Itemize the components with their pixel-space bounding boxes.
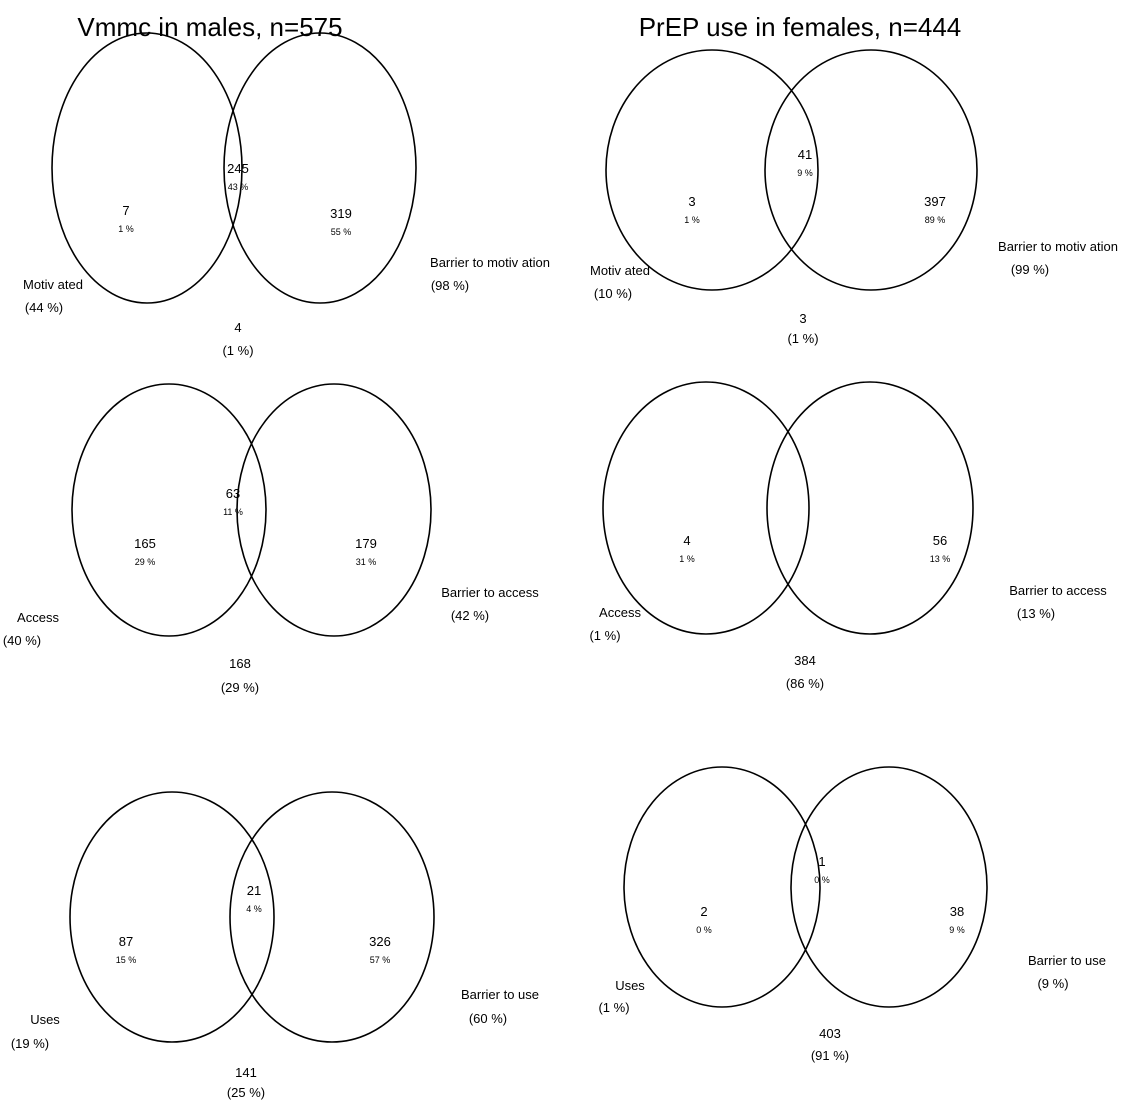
outside-count: 3 xyxy=(799,311,806,326)
right-set-percent: (60 %) xyxy=(469,1011,507,1026)
venn-circle-left xyxy=(602,381,810,635)
outside-count: 4 xyxy=(234,320,241,335)
right-set-percent: (13 %) xyxy=(1017,606,1055,621)
left-only-count: 2 xyxy=(700,904,707,919)
venn-circle-left xyxy=(69,791,275,1043)
venn-diagram-1-2: 2 0 % 1 0 % 38 9 % Uses (1 %) Barrier to use (9 %… xyxy=(598,766,1106,1063)
outside-count: 403 xyxy=(819,1026,841,1041)
left-only-percent: 0 % xyxy=(696,925,712,935)
right-set-label: Barrier to access xyxy=(1009,583,1107,598)
left-set-percent: (19 %) xyxy=(11,1036,49,1051)
left-only-count: 165 xyxy=(134,536,156,551)
outside-percent: (25 %) xyxy=(227,1085,265,1100)
right-set-percent: (98 %) xyxy=(431,278,469,293)
left-only-count: 7 xyxy=(122,203,129,218)
left-set-percent: (1 %) xyxy=(598,1000,629,1015)
right-only-count: 179 xyxy=(355,536,377,551)
right-only-percent: 13 % xyxy=(930,554,951,564)
venn-circle-left xyxy=(71,383,267,637)
left-only-count: 3 xyxy=(688,194,695,209)
outside-percent: (91 %) xyxy=(811,1048,849,1063)
right-set-label: Barrier to use xyxy=(461,987,539,1002)
outside-count: 384 xyxy=(794,653,816,668)
left-set-label: Uses xyxy=(30,1012,60,1027)
venn-diagram-0-0: 7 1 % 245 43 % 319 55 % Motiv ated (44 %) Barrie… xyxy=(23,32,550,358)
outside-count: 168 xyxy=(229,656,251,671)
outside-count: 141 xyxy=(235,1065,257,1080)
outside-percent: (1 %) xyxy=(222,343,253,358)
overlap-count: 63 xyxy=(226,486,240,501)
outside-percent: (86 %) xyxy=(786,676,824,691)
left-set-percent: (10 %) xyxy=(594,286,632,301)
left-set-percent: (1 %) xyxy=(589,628,620,643)
venn-circle-right xyxy=(229,791,435,1043)
outside-percent: (1 %) xyxy=(787,331,818,346)
right-only-percent: 55 % xyxy=(331,227,352,237)
venn-diagram-1-0: 3 1 % 41 9 % 397 89 % Motiv ated (10 %) Barrier … xyxy=(590,49,1118,346)
right-only-percent: 31 % xyxy=(356,557,377,567)
left-set-label: Access xyxy=(599,605,641,620)
right-only-count: 397 xyxy=(924,194,946,209)
right-set-label: Barrier to use xyxy=(1028,953,1106,968)
left-set-label: Uses xyxy=(615,978,645,993)
overlap-count: 21 xyxy=(247,883,261,898)
outside-percent: (29 %) xyxy=(221,680,259,695)
venn-circle-left xyxy=(51,32,243,304)
right-only-percent: 57 % xyxy=(370,955,391,965)
right-only-count: 38 xyxy=(950,904,964,919)
right-set-percent: (9 %) xyxy=(1037,976,1068,991)
venn-circle-left xyxy=(605,49,819,291)
venn-diagram-0-2: 87 15 % 21 4 % 326 57 % Uses (19 %) Barrier to u… xyxy=(11,791,539,1100)
left-set-percent: (40 %) xyxy=(3,633,41,648)
venn-circle-right xyxy=(764,49,978,291)
venn-circle-right xyxy=(236,383,432,637)
overlap-count: 41 xyxy=(798,147,812,162)
column-title-females: PrEP use in females, n=444 xyxy=(639,12,962,42)
right-set-percent: (42 %) xyxy=(451,608,489,623)
left-set-label: Motiv ated xyxy=(23,277,83,292)
left-only-percent: 29 % xyxy=(135,557,156,567)
right-only-percent: 9 % xyxy=(949,925,965,935)
overlap-percent: 43 % xyxy=(228,182,249,192)
right-set-label: Barrier to motiv ation xyxy=(430,255,550,270)
left-set-label: Access xyxy=(17,610,59,625)
left-set-percent: (44 %) xyxy=(25,300,63,315)
left-only-count: 4 xyxy=(683,533,690,548)
right-set-label: Barrier to motiv ation xyxy=(998,239,1118,254)
overlap-count: 245 xyxy=(227,161,249,176)
right-set-percent: (99 %) xyxy=(1011,262,1049,277)
right-only-count: 326 xyxy=(369,934,391,949)
right-only-percent: 89 % xyxy=(925,215,946,225)
right-only-count: 56 xyxy=(933,533,947,548)
overlap-percent: 4 % xyxy=(246,904,262,914)
column-title-males: Vmmc in males, n=575 xyxy=(77,12,342,42)
left-only-percent: 1 % xyxy=(684,215,700,225)
overlap-percent: 11 % xyxy=(223,507,243,517)
overlap-percent: 9 % xyxy=(797,168,813,178)
left-only-count: 87 xyxy=(119,934,133,949)
left-only-percent: 1 % xyxy=(679,554,695,564)
venn-circle-right xyxy=(790,766,988,1008)
venn-diagrams: 7 1 % 245 43 % 319 55 % Motiv ated (44 %) Barrie… xyxy=(3,32,1118,1100)
overlap-count: 1 xyxy=(818,854,825,869)
venn-circle-right xyxy=(766,381,974,635)
left-only-percent: 15 % xyxy=(116,955,137,965)
left-only-percent: 1 % xyxy=(118,224,134,234)
venn-diagram-1-1: 4 1 % 56 13 % Access (1 %) Barrier to access (1… xyxy=(589,381,1107,691)
right-set-label: Barrier to access xyxy=(441,585,539,600)
venn-circle-left xyxy=(623,766,821,1008)
venn-circle-right xyxy=(223,32,417,304)
overlap-percent: 0 % xyxy=(814,875,830,885)
venn-diagram-0-1: 165 29 % 63 11 % 179 31 % Access (40 %) Barrier … xyxy=(3,383,539,695)
left-set-label: Motiv ated xyxy=(590,263,650,278)
right-only-count: 319 xyxy=(330,206,352,221)
